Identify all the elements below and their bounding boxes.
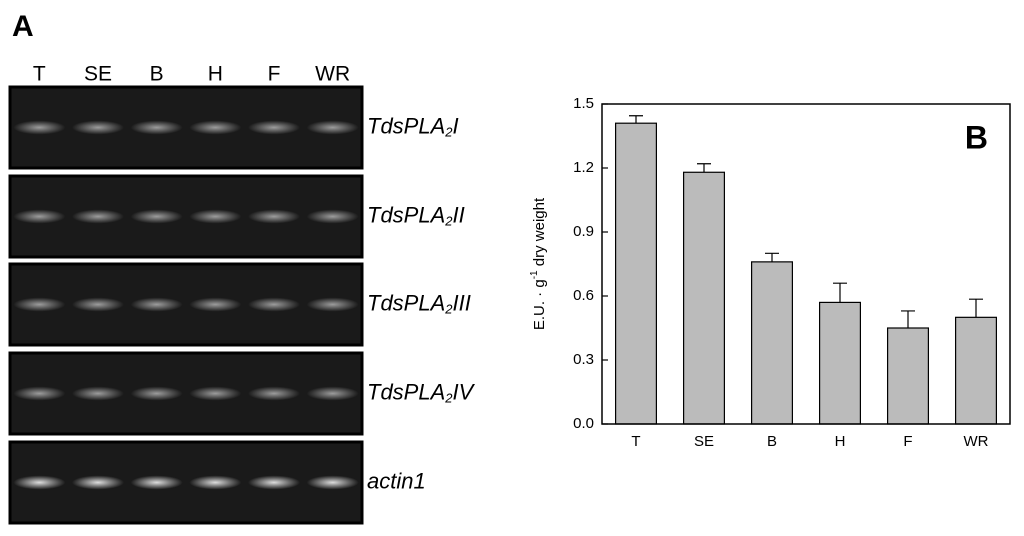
gene-suffix: IV: [453, 379, 476, 404]
gel-band: [13, 209, 66, 224]
panel-label: B: [965, 119, 988, 155]
y-axis-label: E.U. · g-1 dry weight: [529, 197, 548, 330]
error-bar: [765, 252, 779, 262]
lane-label: H: [208, 63, 223, 86]
lane-label: B: [150, 63, 164, 86]
gene-subscript: 2: [444, 125, 453, 140]
gel-band: [130, 475, 183, 490]
gel-band: [306, 297, 359, 312]
gel-band: [189, 120, 242, 135]
gene-label: TdsPLA2III: [367, 290, 471, 317]
x-tick-label: WR: [964, 433, 989, 450]
gene-subscript: 2: [444, 302, 453, 317]
y-tick-label: 0.3: [573, 351, 594, 368]
plot-frame: [601, 103, 1011, 425]
bar: [818, 301, 861, 425]
gel-image: [8, 351, 364, 436]
gel-band: [189, 475, 242, 490]
x-tick-label: SE: [694, 433, 714, 450]
gel-band: [189, 297, 242, 312]
error-bar: [833, 282, 847, 303]
gene-label: TdsPLA2I: [367, 113, 459, 140]
y-tick-label: 0.9: [573, 223, 594, 240]
gel-band: [248, 386, 300, 401]
gel-band: [72, 120, 124, 135]
x-tick-label: H: [835, 433, 846, 450]
gel-band: [248, 209, 300, 224]
gene-suffix: I: [453, 113, 459, 138]
gel-band: [72, 209, 124, 224]
gel-image: [8, 262, 364, 347]
y-tick-label: 0.0: [573, 415, 594, 432]
gene-suffix: II: [453, 202, 465, 227]
gel-band: [72, 475, 124, 490]
gene-subscript: 2: [444, 214, 453, 229]
gel-band: [306, 120, 359, 135]
gel-band: [306, 209, 359, 224]
y-tick-label: 0.6: [573, 287, 594, 304]
panel-label: A: [12, 10, 34, 43]
error-bar: [901, 310, 915, 328]
x-tick-label: F: [903, 433, 912, 450]
bar-chart: 0.0 0.3 0.6 0.9 1.2 1.5 E.U. · g-1 dry weight B…: [529, 95, 1011, 450]
gene-name: TdsPLA: [367, 113, 445, 138]
gel-band: [130, 120, 183, 135]
gel-band: [13, 386, 66, 401]
gel-band: [189, 386, 242, 401]
error-bar: [697, 163, 711, 173]
bar: [750, 261, 793, 425]
y-label-text: E.U. · g: [531, 279, 548, 330]
gel-band: [72, 386, 124, 401]
bar: [954, 316, 997, 425]
gel-band: [72, 297, 124, 312]
gene-label: actin1: [367, 468, 426, 493]
gel-band: [130, 386, 183, 401]
y-tick-label: 1.5: [573, 95, 594, 112]
lane-label: SE: [84, 63, 112, 86]
x-tick-label: B: [767, 433, 777, 450]
gel-image: [8, 174, 364, 259]
gene-name: actin1: [367, 468, 426, 493]
y-label-sup: -1: [529, 270, 540, 279]
gene-suffix: III: [453, 290, 471, 315]
lane-label: F: [268, 63, 281, 86]
bar: [886, 327, 929, 425]
gel-image: [8, 85, 364, 170]
gel-band: [13, 120, 66, 135]
gene-subscript: 2: [444, 391, 453, 406]
error-bar: [969, 298, 983, 318]
gel-band: [13, 475, 66, 490]
y-label-rest: dry weight: [531, 197, 548, 270]
gene-label: TdsPLA2IV: [367, 379, 476, 406]
bar: [682, 171, 725, 425]
x-tick-label: T: [631, 433, 640, 450]
bar: [614, 122, 657, 425]
gene-name: TdsPLA: [367, 202, 445, 227]
gene-name: TdsPLA: [367, 379, 445, 404]
lane-label: WR: [315, 63, 350, 86]
lane-label: T: [33, 63, 46, 86]
gel-band: [130, 209, 183, 224]
gel-band: [248, 297, 300, 312]
gel-band: [130, 297, 183, 312]
gel-image: [8, 440, 364, 525]
gel-band: [13, 297, 66, 312]
gene-name: TdsPLA: [367, 290, 445, 315]
gel-band: [189, 209, 242, 224]
gel-band: [306, 386, 359, 401]
gel-band: [248, 475, 300, 490]
gene-label: TdsPLA2II: [367, 202, 465, 229]
gel-band: [306, 475, 359, 490]
gel-panel: T SE B H F WRTdsPLA2ITdsPLA2IITdsPLA2IIITdsPL…: [8, 63, 476, 525]
error-bar: [629, 115, 643, 124]
gel-band: [248, 120, 300, 135]
y-tick-label: 1.2: [573, 159, 594, 176]
